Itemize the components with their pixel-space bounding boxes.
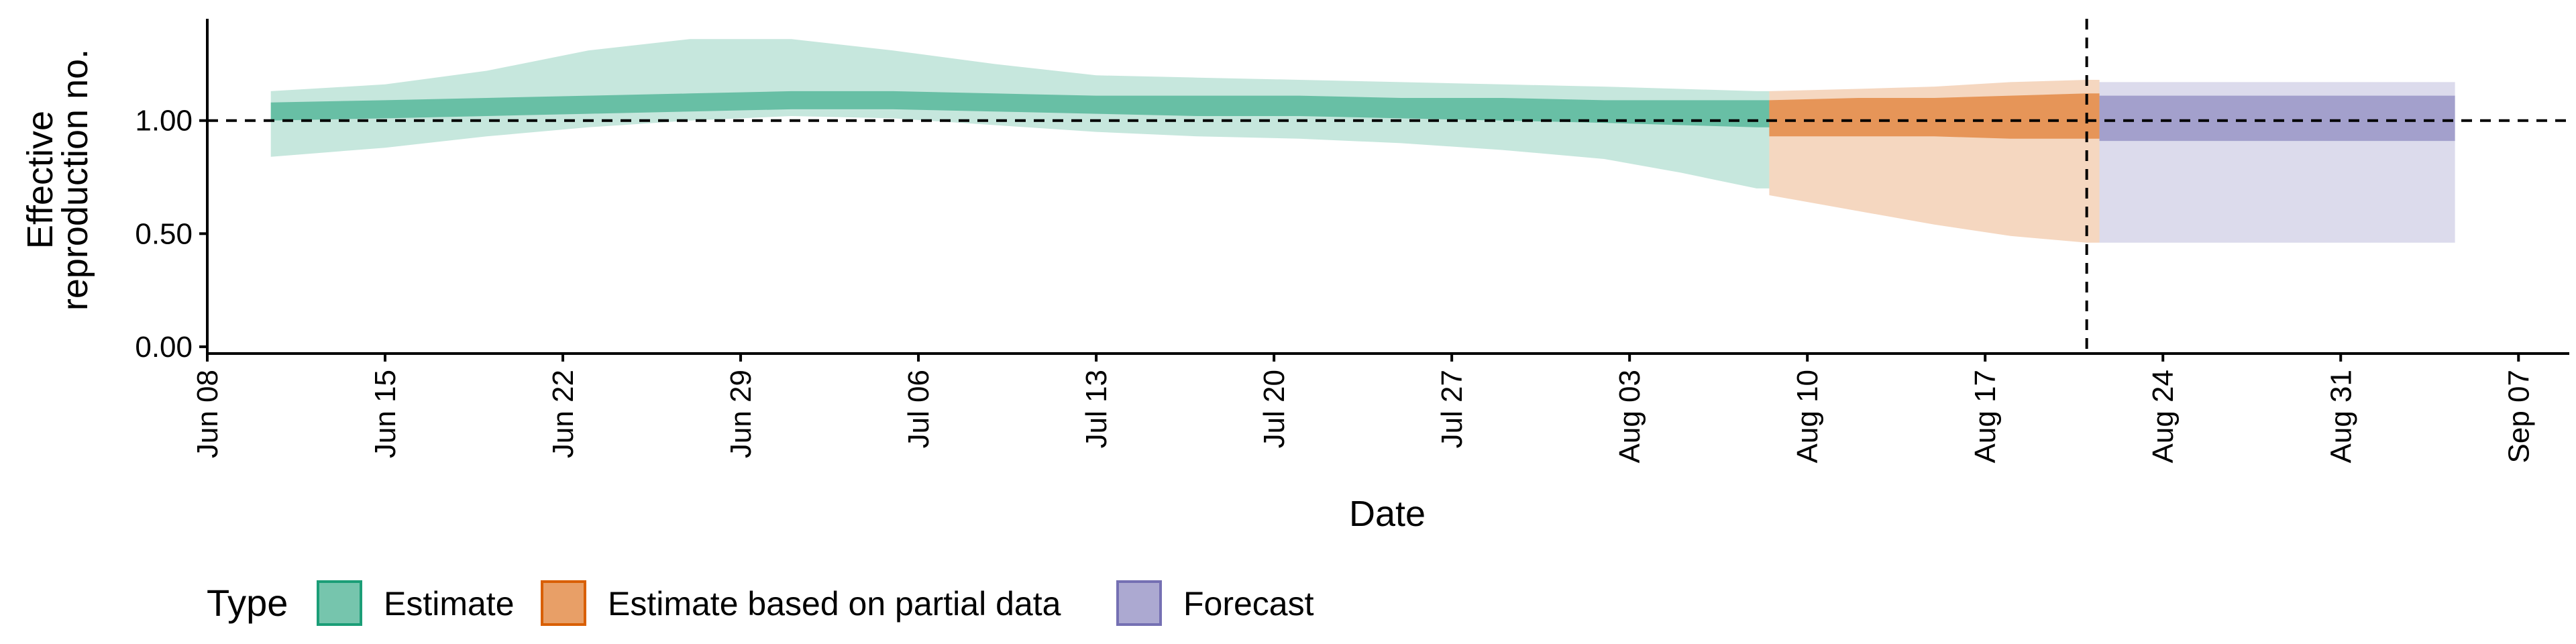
ribbon-90-estimate bbox=[270, 39, 1770, 189]
legend-key-forecast bbox=[1116, 580, 1162, 626]
y-axis-title-line-1: Effective bbox=[20, 111, 60, 249]
x-tick-label: Jul 27 bbox=[1436, 370, 1468, 448]
ribbon-50-forecast bbox=[2099, 95, 2455, 142]
legend-key-estimate-based-on-partial-data bbox=[541, 580, 586, 626]
x-tick-label: Jun 22 bbox=[547, 370, 580, 458]
plot-area: 0.00 0.50 1.00 Jun 08 Jun 15 Jun 22 Jun 29 Jul… bbox=[135, 19, 2569, 463]
x-tick-label: Jun 15 bbox=[369, 370, 402, 458]
x-axis-title: Date bbox=[1349, 494, 1426, 534]
x-tick-label: Jul 20 bbox=[1258, 370, 1291, 448]
x-tick-label: Aug 10 bbox=[1791, 370, 1824, 463]
x-axis-ticks: Jun 08 Jun 15 Jun 22 Jun 29 Jul 06 Jul 13 Jul … bbox=[191, 354, 2535, 463]
x-tick-label: Jun 29 bbox=[724, 370, 757, 458]
y-axis-ticks: 0.00 0.50 1.00 bbox=[135, 105, 207, 364]
x-tick-label: Jul 06 bbox=[902, 370, 935, 448]
x-tick-label: Jul 13 bbox=[1080, 370, 1113, 448]
legend-key-estimate bbox=[317, 580, 362, 626]
x-tick-label: Sep 07 bbox=[2502, 370, 2535, 463]
ribbon-50-estimate-based-on-partial-data bbox=[1769, 93, 2100, 139]
x-tick-label: Aug 31 bbox=[2324, 370, 2357, 463]
legend-title: Type bbox=[207, 582, 288, 624]
ribbon-50-estimate bbox=[270, 91, 1770, 127]
legend-label-forecast: Forecast bbox=[1183, 585, 1314, 623]
y-tick-label: 0.00 bbox=[135, 331, 193, 364]
x-tick-label: Aug 17 bbox=[1969, 370, 2002, 463]
legend-label-estimate: Estimate bbox=[384, 585, 515, 623]
x-tick-label: Aug 24 bbox=[2147, 370, 2180, 463]
x-tick-label: Aug 03 bbox=[1613, 370, 1646, 463]
x-tick-label: Jun 08 bbox=[191, 370, 224, 458]
y-tick-label: 1.00 bbox=[135, 105, 193, 138]
y-axis-title: Effective reproduction no. bbox=[20, 49, 95, 311]
y-axis-title-line-2: reproduction no. bbox=[55, 49, 95, 311]
ribbon-layer bbox=[270, 39, 2455, 243]
legend-label-estimate-based-on-partial-data: Estimate based on partial data bbox=[608, 585, 1061, 623]
y-tick-label: 0.50 bbox=[135, 217, 193, 250]
legend: Type Estimate Estimate based on partial d… bbox=[207, 580, 1314, 626]
